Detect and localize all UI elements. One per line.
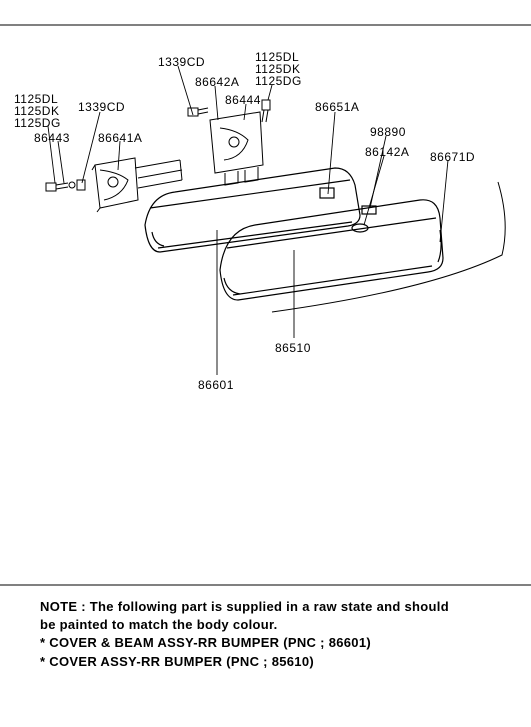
bracket-center bbox=[188, 100, 270, 185]
label-86444: 86444 bbox=[225, 93, 261, 107]
rod-left bbox=[135, 160, 182, 188]
label-1125dg-2: 1125DG bbox=[255, 74, 302, 88]
label-86142a: 86142A bbox=[365, 145, 409, 159]
note-line-2: be painted to match the body colour. bbox=[40, 616, 449, 634]
label-1339cd-1: 1339CD bbox=[78, 100, 125, 114]
lower-bumper bbox=[220, 200, 443, 300]
label-86651a: 86651A bbox=[315, 100, 359, 114]
label-86601: 86601 bbox=[198, 378, 234, 392]
label-86641a: 86641A bbox=[98, 131, 142, 145]
label-86510: 86510 bbox=[275, 341, 311, 355]
trim-strip bbox=[272, 182, 505, 312]
label-1125dg-1: 1125DG bbox=[14, 116, 61, 130]
label-98890: 98890 bbox=[370, 125, 406, 139]
note-line-1: NOTE : The following part is supplied in… bbox=[40, 598, 449, 616]
label-86443: 86443 bbox=[34, 131, 70, 145]
diagram-canvas: 1125DL 1125DK 1125DG 86443 1339CD 86641A… bbox=[0, 0, 531, 727]
bolt-left-cluster bbox=[46, 180, 85, 191]
note-block: NOTE : The following part is supplied in… bbox=[40, 598, 449, 671]
note-line-4: * COVER ASSY-RR BUMPER (PNC ; 85610) bbox=[40, 653, 449, 671]
label-1339cd-2: 1339CD bbox=[158, 55, 205, 69]
note-line-3: * COVER & BEAM ASSY-RR BUMPER (PNC ; 866… bbox=[40, 634, 449, 652]
label-86671d: 86671D bbox=[430, 150, 475, 164]
bracket-left bbox=[92, 158, 138, 212]
label-86642a: 86642A bbox=[195, 75, 239, 89]
